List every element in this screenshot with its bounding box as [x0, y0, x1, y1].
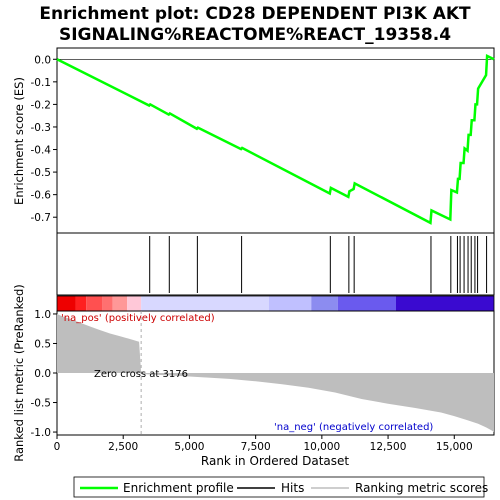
es-y-tick-label: -0.6 — [31, 190, 52, 202]
rank-bar-segment — [102, 296, 113, 311]
ranking-metric-area — [57, 313, 494, 433]
rank-bar-segment — [57, 296, 76, 311]
es-y-axis-label: Enrichment score (ES) — [12, 77, 26, 205]
metric-y-tick-label: 0.5 — [34, 338, 51, 350]
metric-y-tick-label: -0.5 — [31, 398, 52, 410]
rank-bar-segment — [127, 296, 142, 311]
x-axis-label: Rank in Ordered Dataset — [201, 454, 349, 468]
es-panel-frame — [56, 47, 495, 234]
negative-correlation-label: 'na_neg' (negatively correlated) — [274, 422, 433, 433]
rank-bar-segment — [75, 296, 87, 311]
legend-frame — [73, 476, 485, 498]
es-y-tick-label: -0.4 — [31, 145, 52, 157]
hits-panel — [56, 232, 495, 296]
es-y-tick-label: 0.0 — [34, 54, 51, 66]
es-y-tick-label: -0.2 — [31, 99, 52, 111]
hits-panel-frame — [56, 232, 495, 296]
metric-x-axis-ticks: 0 2,500 5,000 7,500 10,000 12,500 15,000 — [54, 435, 473, 453]
x-tick-label: 15,000 — [436, 441, 473, 453]
es-y-tick-label: -0.5 — [31, 167, 52, 179]
chart-title-line-1: Enrichment plot: CD28 DEPENDENT PI3K AKT — [39, 4, 471, 24]
rank-bar-segment — [268, 296, 312, 311]
metric-y-tick-label: 1.0 — [34, 309, 51, 321]
hit-marks — [149, 236, 488, 293]
legend: Enrichment profile Hits Ranking metric s… — [73, 476, 488, 498]
metric-y-tick-label: -1.0 — [31, 427, 52, 439]
positive-correlation-label: 'na_pos' (positively correlated) — [61, 313, 215, 324]
x-tick-label: 2,500 — [108, 441, 138, 453]
legend-hits-label: Hits — [281, 481, 304, 495]
metric-y-axis-ticks: 1.0 0.5 0.0 -0.5 -1.0 — [31, 309, 57, 439]
rank-bar-segment — [311, 296, 338, 311]
rank-bar-segment — [337, 296, 397, 311]
legend-metric-label: Ranking metric scores — [355, 481, 488, 495]
x-tick-label: 5,000 — [174, 441, 204, 453]
rank-bar-segment — [396, 296, 494, 311]
enrichment-profile-line — [56, 53, 495, 225]
x-tick-label: 0 — [54, 441, 61, 453]
enrichment-score-panel: 0.0 -0.1 -0.2 -0.3 -0.4 -0.5 -0.6 -0.7 Enrichme… — [12, 47, 495, 234]
zero-cross-label: Zero cross at 3176 — [94, 369, 188, 380]
metric-y-tick-label: 0.0 — [34, 368, 51, 380]
es-y-tick-label: -0.3 — [31, 122, 52, 134]
es-y-axis-ticks: 0.0 -0.1 -0.2 -0.3 -0.4 -0.5 -0.6 -0.7 — [31, 54, 57, 224]
metric-y-axis-label: Ranked list metric (PreRanked) — [12, 284, 26, 462]
legend-enrichment-label: Enrichment profile — [123, 481, 234, 495]
x-tick-label: 12,500 — [370, 441, 407, 453]
rank-bar-segment — [86, 296, 103, 311]
es-y-tick-label: -0.7 — [31, 212, 52, 224]
x-tick-label: 7,500 — [241, 441, 271, 453]
rank-bar-segment — [112, 296, 128, 311]
rank-bar-segment — [141, 296, 269, 311]
rank-color-bar — [57, 296, 494, 311]
es-y-tick-label: -0.1 — [31, 77, 52, 89]
ranked-metric-panel: 1.0 0.5 0.0 -0.5 -1.0 0 2,500 5,000 7,500 10,000… — [12, 284, 495, 468]
chart-title-line-2: SIGNALING%REACTOME%REACT_19358.4 — [59, 25, 451, 45]
x-tick-label: 10,000 — [303, 441, 340, 453]
